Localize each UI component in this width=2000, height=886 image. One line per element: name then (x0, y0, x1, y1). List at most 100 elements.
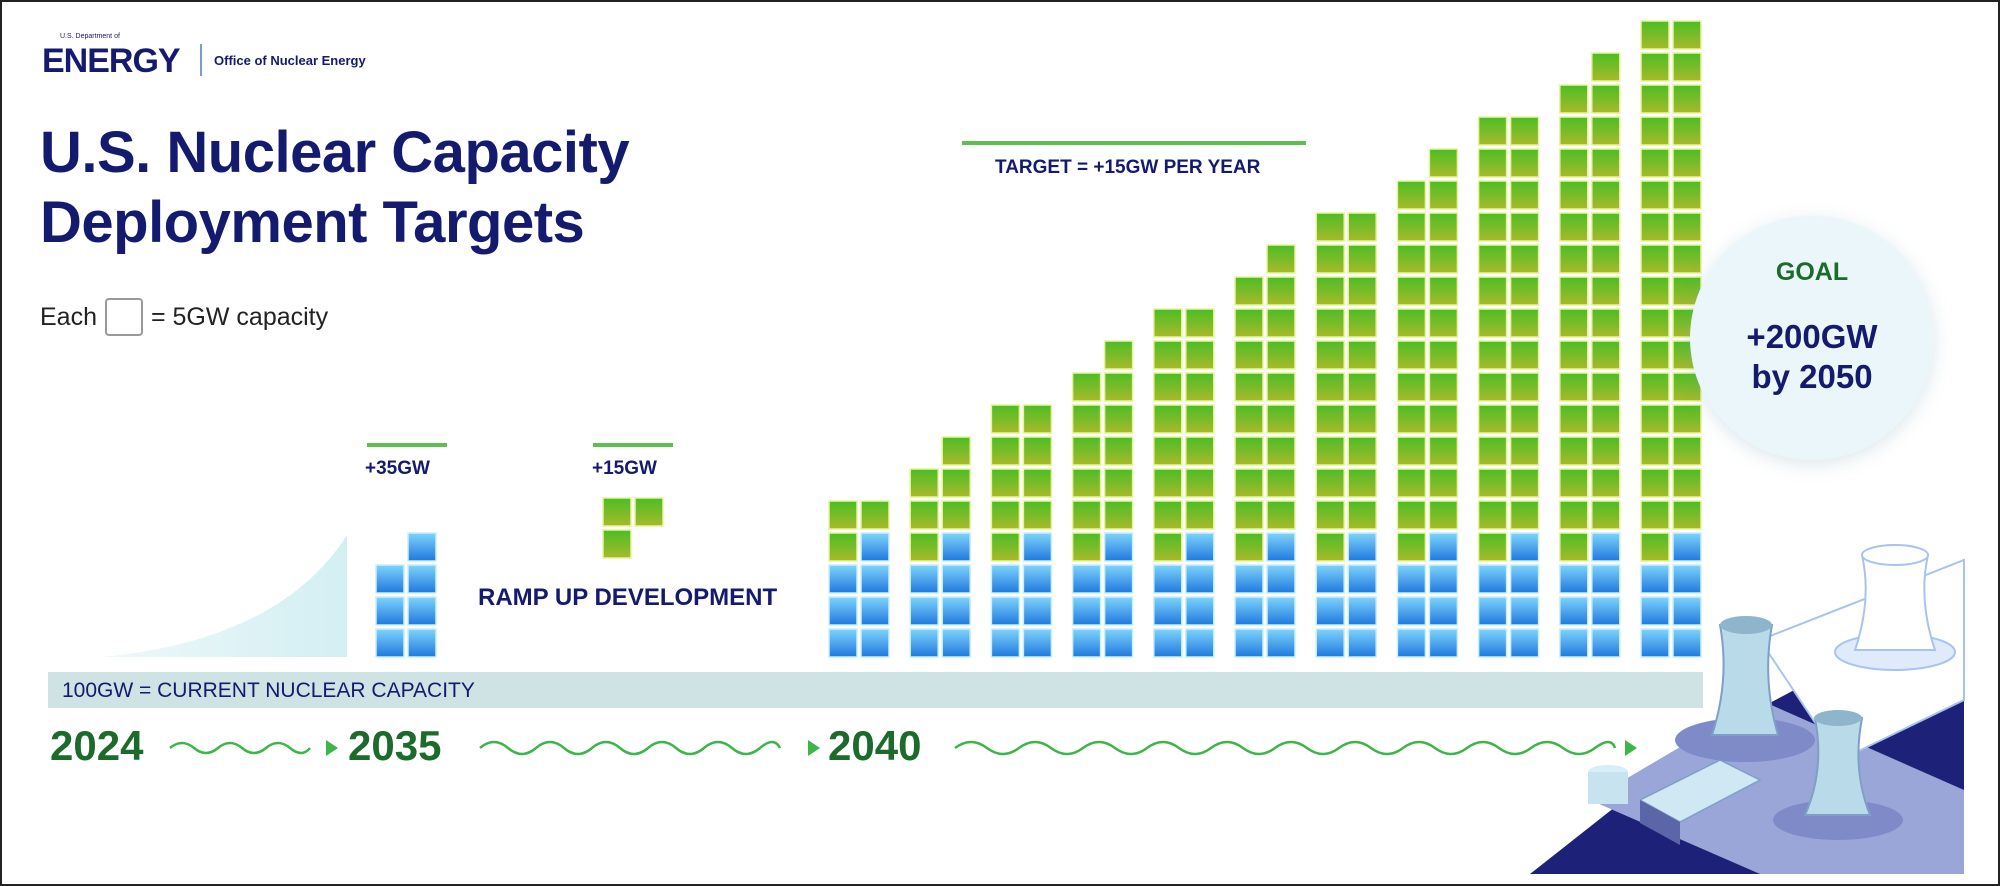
yearly-bar-11-green-block (1640, 308, 1670, 338)
yearly-bar-11-green-block (1672, 52, 1702, 82)
yearly-bar-9-green-block (1477, 372, 1508, 402)
yearly-bar-10-blue-block (1591, 596, 1621, 626)
yearly-bar-7-blue-block (1347, 596, 1377, 626)
bar-2035-blue-block (375, 628, 405, 658)
yearly-bar-11-blue-block (1672, 532, 1702, 562)
yearly-bar-8-green-block (1396, 180, 1427, 210)
yearly-bar-10-green-block (1559, 468, 1589, 498)
logo-department-text: U.S. Department of (60, 33, 120, 40)
bar-2035-blue-block (407, 564, 437, 594)
yearly-bar-5-green-block (1185, 308, 1215, 338)
yearly-bar-1-green-block (860, 500, 890, 530)
title-line-2: Deployment Targets (40, 190, 585, 255)
yearly-bar-11-green-block (1640, 20, 1670, 50)
yearly-bar-10-green-block (1559, 244, 1589, 274)
yearly-bar-11-green-block (1640, 340, 1670, 370)
yearly-bar-7-green-block (1315, 340, 1345, 370)
yearly-bar-7-green-block (1315, 212, 1345, 242)
yearly-bar-3-blue-block (1022, 596, 1053, 626)
goal-title: GOAL (1775, 258, 1849, 286)
timeline-arrow-1 (169, 741, 311, 755)
yearly-bar-2-green-block (909, 468, 939, 498)
yearly-bar-9-blue-block (1509, 596, 1540, 626)
yearly-bar-11-green-block (1640, 500, 1670, 530)
plus15-line (593, 443, 673, 447)
yearly-bar-6-green-block (1266, 500, 1296, 530)
yearly-bar-8-green-block (1396, 244, 1427, 274)
ramp-green-block (602, 529, 632, 559)
yearly-bar-8-green-block (1396, 500, 1427, 530)
yearly-bar-6-blue-block (1266, 596, 1296, 626)
yearly-bar-10-green-block (1559, 532, 1589, 562)
yearly-bar-4-green-block (1071, 436, 1102, 466)
yearly-bar-6-green-block (1234, 436, 1264, 466)
yearly-bar-2-blue-block (941, 596, 971, 626)
yearly-bar-10-green-block (1591, 148, 1621, 178)
bar-2035-blue-block (407, 596, 437, 626)
yearly-bar-11-green-block (1640, 244, 1670, 274)
yearly-bar-5-green-block (1153, 532, 1183, 562)
yearly-bar-6-blue-block (1266, 564, 1296, 594)
yearly-bar-8-blue-block (1428, 564, 1459, 594)
yearly-bar-10-green-block (1559, 180, 1589, 210)
yearly-bar-3-green-block (1022, 468, 1053, 498)
yearly-bar-11-green-block (1640, 84, 1670, 114)
plus15-label: +15GW (592, 458, 657, 479)
baseline-label: 100GW = CURRENT NUCLEAR CAPACITY (62, 679, 475, 702)
arrow-head-icon (1625, 740, 1637, 756)
yearly-bar-6-green-block (1266, 340, 1296, 370)
yearly-bar-6-green-block (1234, 500, 1264, 530)
yearly-bar-7-green-block (1315, 404, 1345, 434)
yearly-bar-10-blue-block (1559, 628, 1589, 658)
title-line-1: U.S. Nuclear Capacity (40, 120, 630, 185)
yearly-bar-4-blue-block (1071, 564, 1102, 594)
yearly-bar-1-green-block (828, 500, 858, 530)
yearly-bar-1-blue-block (828, 628, 858, 658)
yearly-bar-5-blue-block (1153, 628, 1183, 658)
yearly-bar-5-green-block (1153, 468, 1183, 498)
yearly-bar-10-green-block (1591, 84, 1621, 114)
yearly-bar-9-blue-block (1509, 628, 1540, 658)
yearly-bar-9-green-block (1477, 212, 1508, 242)
yearly-bar-5-blue-block (1153, 596, 1183, 626)
yearly-bar-11-green-block (1640, 468, 1670, 498)
yearly-bar-3-green-block (990, 436, 1021, 466)
yearly-bar-5-blue-block (1185, 564, 1215, 594)
yearly-bar-8-green-block (1428, 212, 1459, 242)
yearly-bar-1-blue-block (860, 628, 890, 658)
yearly-bar-7-green-block (1315, 308, 1345, 338)
yearly-bar-4-green-block (1103, 404, 1134, 434)
yearly-bar-9-green-block (1509, 276, 1540, 306)
yearly-bar-2-blue-block (941, 564, 971, 594)
office-name: Office of Nuclear Energy (214, 53, 366, 68)
yearly-bar-11-green-block (1672, 84, 1702, 114)
yearly-bar-7-blue-block (1315, 596, 1345, 626)
yearly-bar-11-green-block (1640, 116, 1670, 146)
yearly-bar-1-blue-block (860, 564, 890, 594)
yearly-bar-7-green-block (1347, 500, 1377, 530)
yearly-bar-5-green-block (1185, 468, 1215, 498)
yearly-bar-7-green-block (1347, 436, 1377, 466)
goal-value: +200GW by 2050 (1690, 317, 1934, 397)
logo-divider (200, 44, 202, 76)
yearly-bar-9-green-block (1509, 500, 1540, 530)
yearly-bar-8-green-block (1428, 148, 1459, 178)
yearly-bar-6-green-block (1266, 372, 1296, 402)
yearly-bar-8-green-block (1396, 308, 1427, 338)
yearly-bar-2-blue-block (909, 596, 939, 626)
yearly-bar-7-green-block (1315, 372, 1345, 402)
doe-energy-logo: ENERGY (42, 42, 181, 80)
yearly-bar-8-green-block (1396, 276, 1427, 306)
yearly-bar-9-green-block (1477, 308, 1508, 338)
yearly-bar-9-green-block (1509, 468, 1540, 498)
yearly-bar-6-green-block (1266, 436, 1296, 466)
yearly-bar-6-green-block (1266, 404, 1296, 434)
yearly-bar-4-green-block (1071, 532, 1102, 562)
yearly-bar-5-green-block (1185, 340, 1215, 370)
yearly-bar-8-green-block (1396, 532, 1427, 562)
yearly-bar-8-green-block (1428, 404, 1459, 434)
yearly-bar-10-green-block (1591, 340, 1621, 370)
yearly-bar-7-green-block (1347, 244, 1377, 274)
